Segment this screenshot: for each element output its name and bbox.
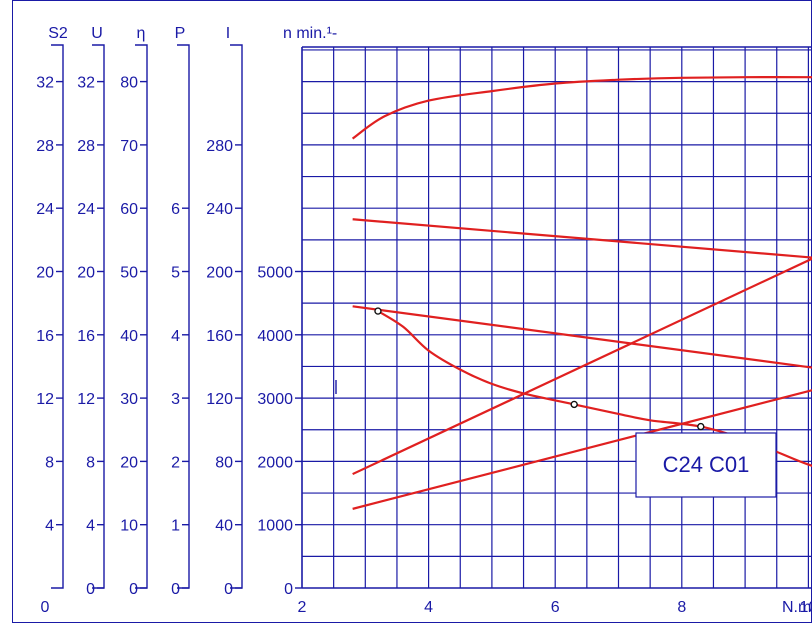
y-tick-label-s2-12: 12 (36, 391, 54, 408)
curve-n (352, 305, 812, 369)
y-tick-label-i-120: 120 (206, 391, 233, 408)
y-tick-label-s2-4: 4 (45, 518, 54, 535)
y-tick-label-p-2: 2 (171, 454, 180, 471)
y-tick-label-n-min-4000: 4000 (257, 328, 293, 345)
y-tick-label-i-200: 200 (206, 265, 233, 282)
y-tick-label-p-4: 4 (171, 328, 180, 345)
y-tick-label-u-12: 12 (77, 391, 95, 408)
y-tick-label-s2-16: 16 (36, 328, 54, 345)
y-tick-label-x-80: 80 (120, 75, 138, 92)
x-tick-label-2: 2 (298, 599, 307, 616)
y-axis-title-n-min: n min.¹- (283, 25, 337, 42)
y-tick-label-x-70: 70 (120, 138, 138, 155)
y-tick-label-n-min-3000: 3000 (257, 391, 293, 408)
chart-curves (351, 76, 812, 510)
y-tick-label-p-5: 5 (171, 265, 180, 282)
y-tick-label-u-16: 16 (77, 328, 95, 345)
y-tick-label-s2-8: 8 (45, 454, 54, 471)
y-tick-label-i-160: 160 (206, 328, 233, 345)
chart-grid (301, 46, 812, 589)
y-tick-label-s2-24: 24 (36, 201, 54, 218)
x-axis-label: N.m (782, 599, 811, 616)
curve-p (352, 389, 812, 510)
y-tick-label-x-0: 0 (129, 581, 138, 598)
y-tick-label-n-min-5000: 5000 (257, 265, 293, 282)
x-tick-label-10: 10 (800, 599, 812, 616)
y-tick-label-i-240: 240 (206, 201, 233, 218)
curve-marker (697, 422, 705, 431)
y-tick-label-u-0: 0 (86, 581, 95, 598)
y-tick-label-u-32: 32 (77, 75, 95, 92)
y-axis-n-min: 0 1000 2000 3000 4000 5000 n min.¹- (257, 25, 337, 598)
y-tick-label-x-50: 50 (120, 265, 138, 282)
x-tick-label-6: 6 (551, 599, 560, 616)
model-code-box: C24 C01 (635, 432, 777, 498)
y-axis-line (92, 44, 105, 589)
y-axis-line (135, 44, 148, 589)
y-tick-label-x-40: 40 (120, 328, 138, 345)
model-code-background (635, 432, 777, 498)
curve-marker (570, 400, 578, 409)
y-axis-title-u: U (91, 25, 103, 42)
y-axis-s2: 4 8 12 16 20 24 28 32 S2 (36, 25, 68, 589)
y-tick-label-s2-28: 28 (36, 138, 54, 155)
y-tick-label-p-6: 6 (171, 201, 180, 218)
curve-marker (374, 307, 382, 315)
y-axis-x: 0 10 20 30 40 50 60 70 80 η (120, 25, 148, 598)
x-tick-label-8: 8 (677, 599, 686, 616)
y-tick-label-i-80: 80 (215, 454, 233, 471)
y-tick-label-s2-20: 20 (36, 265, 54, 282)
model-code: C24 C01 (663, 452, 750, 477)
y-tick-label-x-10: 10 (120, 518, 138, 535)
y-tick-label-n-min-2000: 2000 (257, 454, 293, 471)
y-tick-label-u-20: 20 (77, 265, 95, 282)
y-tick-label-p-1: 1 (171, 518, 180, 535)
chart-axes: 246810121416N.m48121620242832S2048121620… (36, 25, 812, 616)
y-tick-label-x-20: 20 (120, 454, 138, 471)
y-axis-line (230, 44, 243, 589)
y-axis-title-s2: S2 (48, 25, 68, 42)
y-tick-label-u-24: 24 (77, 201, 95, 218)
y-tick-label-x-30: 30 (120, 391, 138, 408)
y-axis-u: 0 4 8 12 16 20 24 28 32 U (77, 25, 105, 598)
y-tick-label-n-min-1000: 1000 (257, 518, 293, 535)
curve-eta (351, 76, 812, 140)
y-tick-label-p-3: 3 (171, 391, 180, 408)
y-tick-label-p-0: 0 (171, 581, 180, 598)
y-axis-i: 0 40 80 120 160 200 240 280 I (206, 25, 243, 598)
y-tick-label-s2-32: 32 (36, 75, 54, 92)
y-tick-label-i-40: 40 (215, 518, 233, 535)
curve-s2 (377, 310, 812, 467)
y-axis-p: 0 1 2 3 4 5 6 P (171, 25, 190, 598)
y-axis-line (177, 44, 190, 589)
y-axis-line (51, 44, 64, 589)
y-tick-label-u-28: 28 (77, 138, 95, 155)
y-tick-label-u-4: 4 (86, 518, 95, 535)
y-axis-s2-zero-label: 0 (41, 599, 50, 616)
y-axis-title-x: η (137, 25, 146, 42)
y-tick-label-u-8: 8 (86, 454, 95, 471)
y-tick-label-i-280: 280 (206, 138, 233, 155)
y-tick-label-x-60: 60 (120, 201, 138, 218)
x-tick-label-4: 4 (424, 599, 433, 616)
y-axis-title-p: P (175, 25, 186, 42)
curve-i (352, 257, 812, 476)
y-tick-label-i-0: 0 (224, 581, 233, 598)
curve-u (352, 218, 812, 259)
y-axis-title-i: I (226, 25, 230, 42)
y-tick-label-n-min-0: 0 (284, 581, 293, 598)
